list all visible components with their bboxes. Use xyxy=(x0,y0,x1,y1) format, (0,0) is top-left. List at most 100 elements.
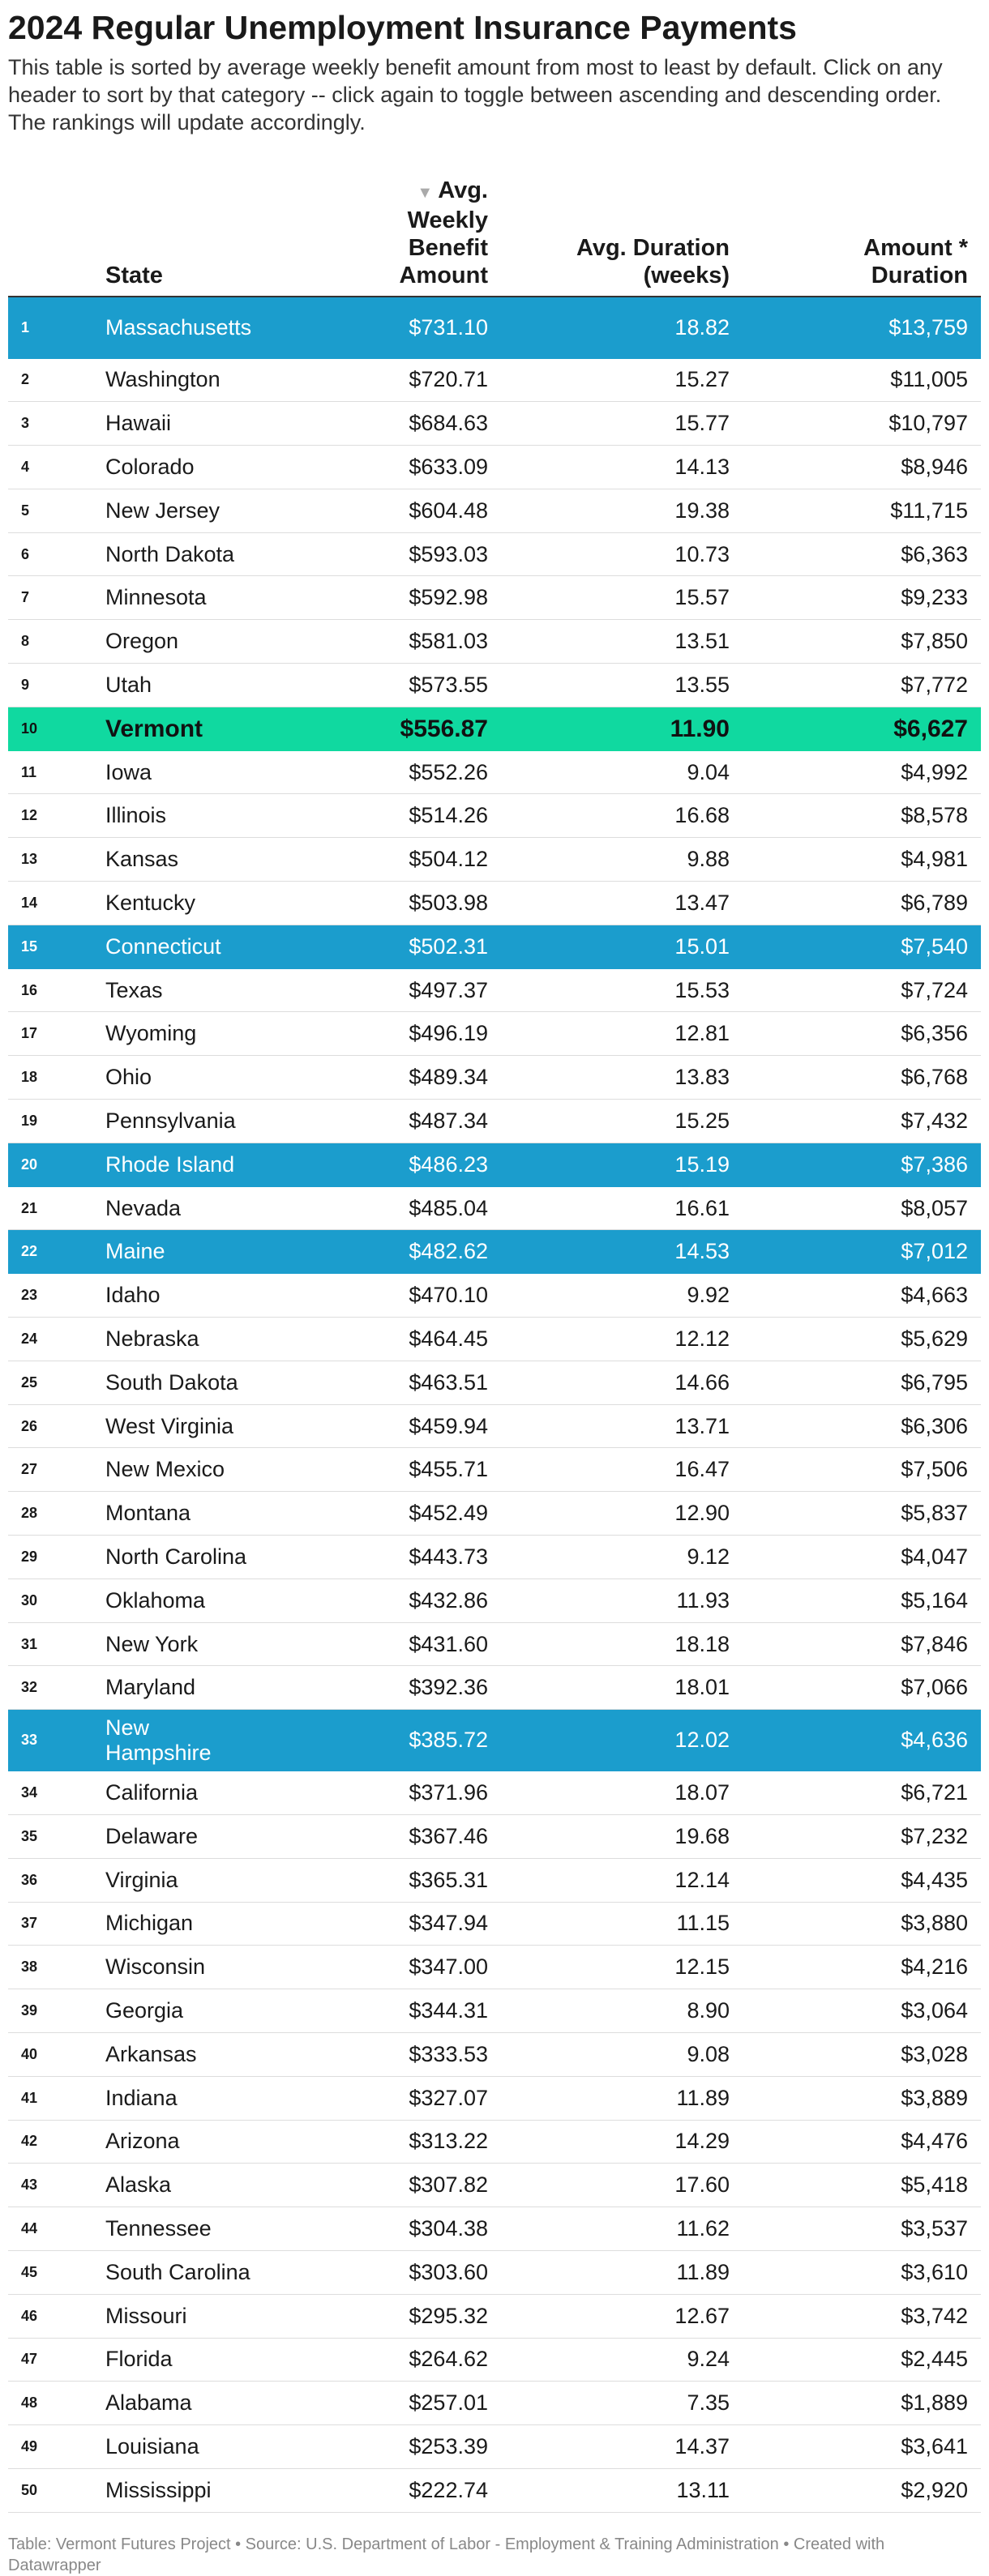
total-cell: $4,992 xyxy=(901,759,968,784)
state-cell: Ohio xyxy=(105,1065,152,1090)
state-cell: Kentucky xyxy=(105,890,196,915)
rank-cell: 4 xyxy=(21,458,30,475)
duration-cell: 13.55 xyxy=(674,672,730,697)
total-cell: $11,005 xyxy=(890,367,968,392)
table-row: 3 Hawaii $684.63 15.77 $10,797 xyxy=(8,402,981,446)
table-row: 26 West Virginia $459.94 13.71 $6,306 xyxy=(8,1404,981,1448)
table-row: 2 Washington $720.71 15.27 $11,005 xyxy=(8,358,981,402)
rank-cell: 7 xyxy=(21,589,30,606)
amount-cell: $455.71 xyxy=(409,1457,488,1482)
rank-cell: 45 xyxy=(21,2263,38,2280)
rank-cell: 19 xyxy=(21,1112,38,1129)
amount-header-line2: Benefit Amount xyxy=(399,235,488,288)
amount-cell: $556.87 xyxy=(400,715,488,742)
state-cell: Colorado xyxy=(105,454,195,479)
duration-cell: 12.02 xyxy=(674,1728,730,1753)
state-cell: Massachusetts xyxy=(105,314,252,340)
duration-cell: 17.60 xyxy=(674,2172,730,2198)
state-cell: Maine xyxy=(105,1239,165,1264)
rank-header xyxy=(8,177,92,297)
duration-cell: 14.29 xyxy=(674,2129,730,2154)
amount-cell: $593.03 xyxy=(409,541,488,566)
state-cell: Nevada xyxy=(105,1195,182,1220)
state-cell: Vermont xyxy=(105,715,203,742)
duration-cell: 16.61 xyxy=(674,1195,730,1220)
amount-cell: $257.01 xyxy=(409,2390,488,2416)
state-cell: Wyoming xyxy=(105,1021,197,1046)
table-row: 28 Montana $452.49 12.90 $5,837 xyxy=(8,1492,981,1536)
table-row: 23 Idaho $470.10 9.92 $4,663 xyxy=(8,1274,981,1318)
total-cell: $11,715 xyxy=(890,498,968,523)
duration-header[interactable]: Avg. Duration (weeks) xyxy=(501,177,743,297)
state-cell: North Dakota xyxy=(105,541,235,566)
amount-cell: $497.37 xyxy=(409,977,488,1002)
table-row: 21 Nevada $485.04 16.61 $8,057 xyxy=(8,1186,981,1230)
rank-cell: 10 xyxy=(21,720,38,737)
amount-cell: $371.96 xyxy=(409,1780,488,1805)
duration-header-line1: Avg. Duration xyxy=(576,235,730,261)
header-row: State ▼ Avg. Weekly Benefit Amount Avg. D… xyxy=(8,177,981,297)
amount-cell: $367.46 xyxy=(409,1823,488,1848)
state-cell: Arkansas xyxy=(105,2041,197,2066)
total-cell: $6,306 xyxy=(901,1413,968,1438)
duration-cell: 14.66 xyxy=(674,1369,730,1395)
state-header[interactable]: State xyxy=(92,177,336,297)
state-cell: Oregon xyxy=(105,629,179,654)
amount-cell: $581.03 xyxy=(409,629,488,654)
amount-cell: $463.51 xyxy=(409,1369,488,1395)
duration-cell: 13.11 xyxy=(676,2477,730,2502)
state-cell: New Jersey xyxy=(105,498,220,523)
sort-down-triangle-icon: ▼ xyxy=(417,184,434,202)
page-title: 2024 Regular Unemployment Insurance Paym… xyxy=(8,9,797,46)
duration-cell: 7.35 xyxy=(687,2390,730,2416)
total-cell: $3,889 xyxy=(901,2085,968,2110)
state-cell: North Carolina xyxy=(105,1544,247,1569)
rank-cell: 22 xyxy=(21,1243,38,1260)
rank-cell: 18 xyxy=(21,1069,38,1086)
table-row: 49 Louisiana $253.39 14.37 $3,641 xyxy=(8,2425,981,2469)
table-row: 42 Arizona $313.22 14.29 $4,476 xyxy=(8,2120,981,2164)
duration-cell: 13.71 xyxy=(674,1413,730,1438)
rank-cell: 29 xyxy=(21,1548,38,1565)
duration-cell: 13.47 xyxy=(674,890,730,915)
total-cell: $3,064 xyxy=(901,1998,968,2023)
state-cell: Mississippi xyxy=(105,2477,212,2502)
table-row: 50 Mississippi $222.74 13.11 $2,920 xyxy=(8,2468,981,2513)
total-header[interactable]: Amount * Duration xyxy=(743,177,981,297)
rank-cell: 48 xyxy=(21,2394,38,2412)
duration-cell: 15.53 xyxy=(674,977,730,1002)
duration-cell: 11.89 xyxy=(676,2085,730,2110)
rank-cell: 39 xyxy=(21,2002,38,2019)
state-cell: Rhode Island xyxy=(105,1151,235,1177)
duration-cell: 12.12 xyxy=(674,1326,730,1351)
duration-cell: 9.24 xyxy=(687,2347,730,2372)
total-cell: $7,540 xyxy=(901,933,968,959)
amount-header[interactable]: ▼ Avg. Weekly Benefit Amount xyxy=(336,177,501,297)
rank-cell: 36 xyxy=(21,1871,38,1888)
table-row: 18 Ohio $489.34 13.83 $6,768 xyxy=(8,1056,981,1100)
table-row: 43 Alaska $307.82 17.60 $5,418 xyxy=(8,2164,981,2207)
rank-cell: 43 xyxy=(21,2177,38,2194)
duration-cell: 14.53 xyxy=(674,1239,730,1264)
table-row: 44 Tennessee $304.38 11.62 $3,537 xyxy=(8,2207,981,2251)
duration-cell: 18.82 xyxy=(674,314,730,340)
state-cell: Alabama xyxy=(105,2390,192,2416)
rank-cell: 46 xyxy=(21,2307,38,2324)
table-header: State ▼ Avg. Weekly Benefit Amount Avg. D… xyxy=(8,177,981,297)
rank-cell: 21 xyxy=(21,1199,38,1216)
table-row: 25 South Dakota $463.51 14.66 $6,795 xyxy=(8,1361,981,1405)
total-cell: $3,537 xyxy=(901,2216,968,2241)
total-cell: $5,837 xyxy=(901,1501,968,1526)
rank-cell: 20 xyxy=(21,1156,38,1173)
total-cell: $7,386 xyxy=(901,1151,968,1177)
table-row: 36 Virginia $365.31 12.14 $4,435 xyxy=(8,1858,981,1903)
table-row: 6 North Dakota $593.03 10.73 $6,363 xyxy=(8,532,981,576)
total-cell: $6,363 xyxy=(901,541,968,566)
amount-cell: $347.00 xyxy=(409,1954,488,1980)
rank-cell: 26 xyxy=(21,1417,38,1434)
table-body: 1 Massachusetts $731.10 18.82 $13,759 2 Washin… xyxy=(8,297,981,2513)
total-cell: $7,232 xyxy=(901,1823,968,1848)
table-row: 17 Wyoming $496.19 12.81 $6,356 xyxy=(8,1012,981,1056)
duration-cell: 18.18 xyxy=(674,1631,730,1656)
rank-cell: 34 xyxy=(21,1784,38,1801)
